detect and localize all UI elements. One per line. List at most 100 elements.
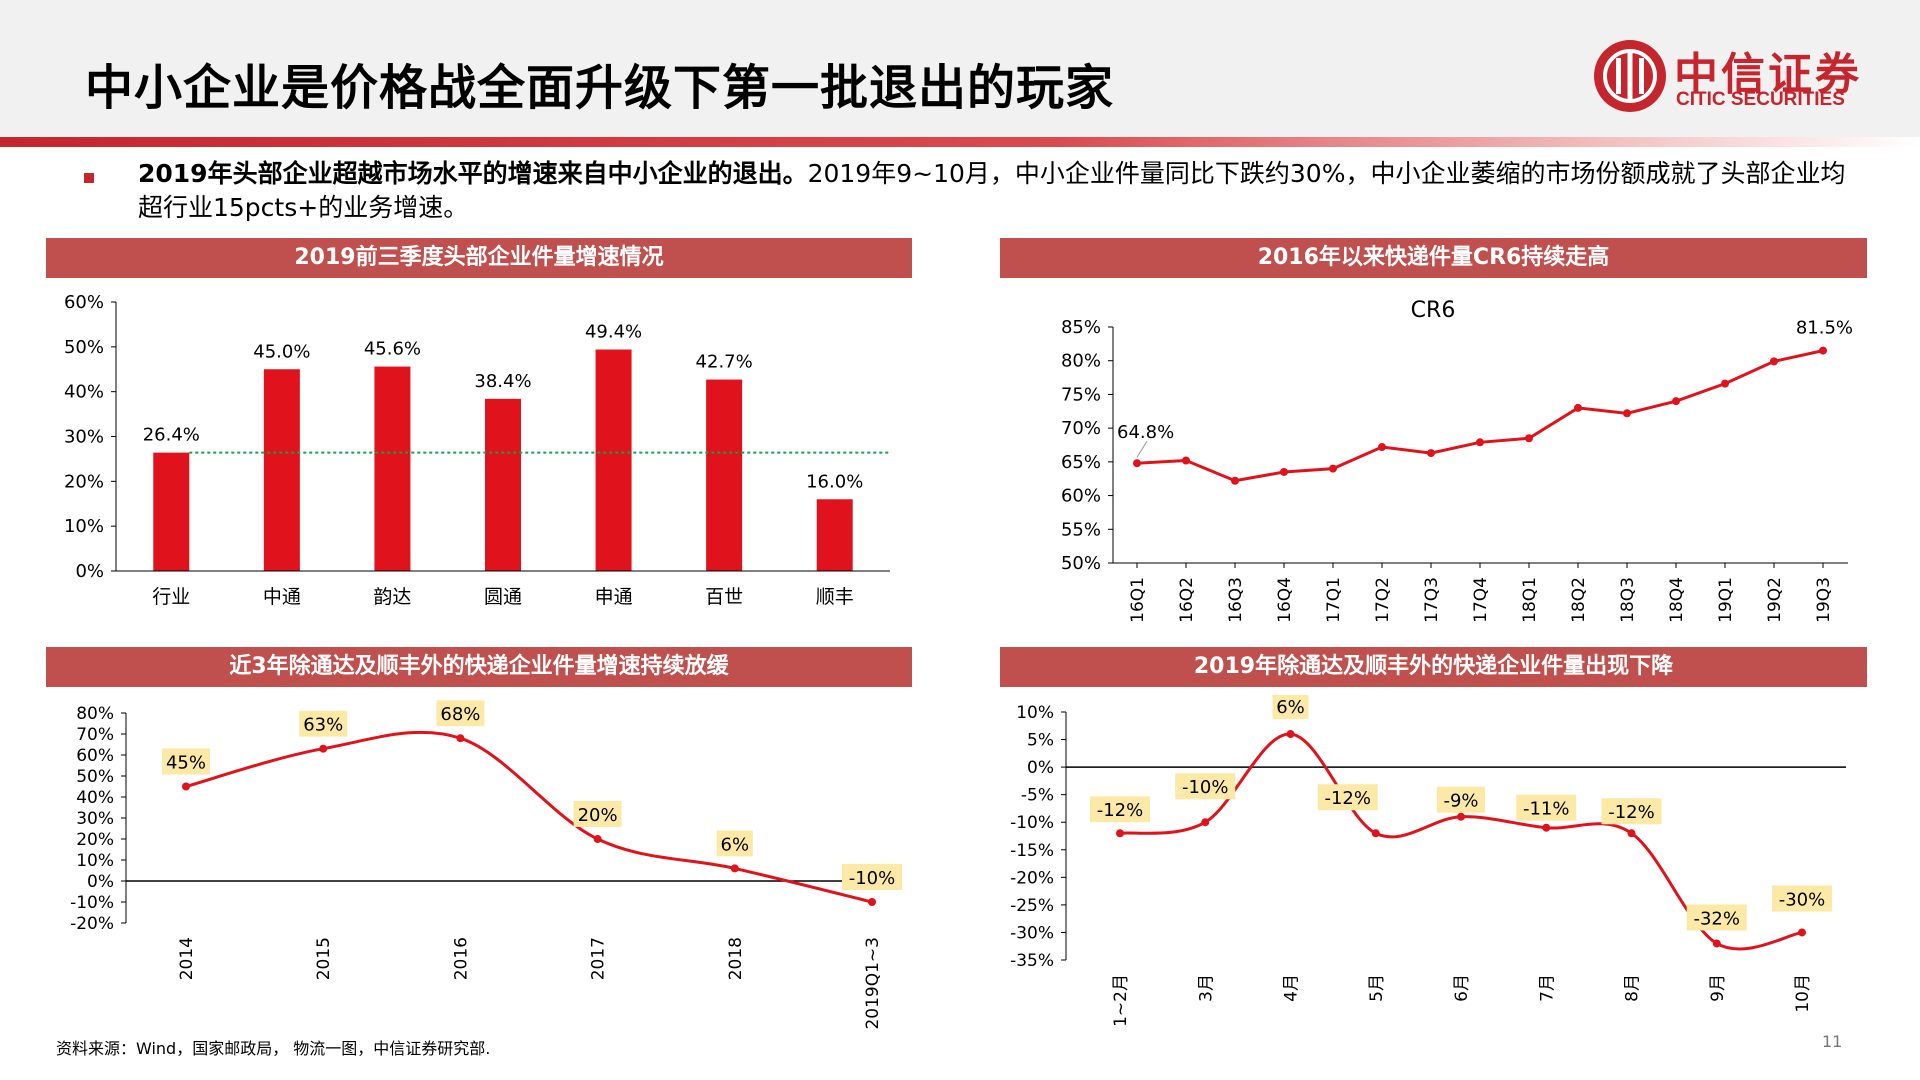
data-point [1231,476,1239,485]
x-tick-label: 9月 [1708,974,1728,1002]
data-point [1672,397,1680,406]
bar-2 [374,366,411,571]
y-tick-label: 60% [76,746,114,766]
bar-value-label: 38.4% [474,371,531,392]
x-tick-label: 16Q2 [1177,577,1197,623]
data-point [456,734,465,743]
data-point [1371,829,1380,838]
x-tick-label: 16Q4 [1275,577,1295,623]
panel-title-3: 近3年除通达及顺丰外的快递企业件量增速持续放缓 [46,647,912,687]
data-point [182,782,190,791]
data-point [1542,823,1551,832]
x-tick-label: 行业 [152,586,190,608]
y-tick-label: -30% [1010,923,1054,943]
y-tick-label: 70% [1061,418,1101,439]
y-tick-label: 70% [76,725,114,745]
data-label: 6% [1276,697,1305,718]
x-tick-label: 8月 [1623,974,1643,1002]
data-label-box [573,801,622,827]
y-tick-label: 65% [1061,452,1101,473]
x-tick-label: 圆通 [484,586,522,608]
x-tick-label: 2018 [726,937,746,980]
data-label-box [1601,798,1662,825]
data-point [319,744,328,753]
y-tick-label: 20% [64,471,104,492]
x-tick-label: 1~2月 [1111,974,1131,1027]
data-point [1329,464,1337,473]
bar-6 [816,499,853,571]
data-point [1201,818,1210,827]
bar-5 [706,379,743,571]
data-label: 20% [578,805,618,826]
x-tick-label: 4月 [1282,974,1302,1002]
x-tick-label: 18Q3 [1618,577,1638,623]
data-label: -30% [1779,889,1826,910]
x-tick-label: 16Q3 [1226,577,1246,623]
data-label: 68% [440,704,480,725]
y-tick-label: 10% [1016,703,1054,723]
annotation-label: 64.8% [1117,422,1174,443]
data-label-box [162,748,210,775]
data-point [1798,928,1806,937]
header-divider [0,137,1920,147]
x-tick-label: 3月 [1196,974,1216,1002]
bar-value-label: 42.7% [696,352,753,373]
data-point [1770,357,1778,366]
y-tick-label: 60% [1061,486,1101,507]
y-tick-label: 20% [76,830,114,850]
y-tick-label: 80% [1061,351,1101,372]
data-point [1721,379,1729,388]
page-title: 中小企业是价格战全面升级下第一批退出的玩家 [85,60,1115,116]
data-label-box [1686,904,1747,931]
citic-logo: 中信证券 CITIC SECURITIES [1592,36,1882,116]
x-tick-label: 17Q2 [1373,577,1393,623]
x-tick-label: 百世 [705,586,743,608]
data-label: 63% [303,715,343,736]
data-label: -10% [1182,777,1229,798]
data-label-box [1272,695,1309,720]
data-point [1819,346,1827,355]
y-tick-label: 40% [64,382,104,403]
x-tick-label: 2015 [314,937,334,980]
data-label: -12% [1097,800,1144,821]
citic-emblem-icon [1594,40,1666,112]
source-note: 资料来源：Wind，国家邮政局， 物流一图，中信证券研究部. [56,1039,491,1058]
x-tick-label: 6月 [1452,974,1472,1002]
data-label-box [842,864,902,890]
data-label-box [1437,786,1485,813]
x-tick-label: 19Q1 [1716,577,1736,623]
data-label-box [1772,885,1832,912]
x-tick-label: 顺丰 [816,586,854,608]
y-tick-label: 10% [64,516,104,537]
data-point [1476,438,1484,447]
y-tick-label: 0% [75,561,104,582]
data-label: -11% [1523,799,1570,820]
data-label-box [1090,796,1150,823]
y-tick-label: -20% [70,914,114,934]
data-label: 6% [721,834,750,855]
x-tick-label: 19Q2 [1765,577,1785,623]
data-label: -32% [1693,908,1740,929]
y-tick-label: 0% [87,872,114,892]
bar-0 [153,452,190,571]
data-label: -9% [1443,791,1478,812]
data-label-box [1317,784,1378,811]
bar-value-label: 45.0% [253,341,310,362]
y-tick-label: 30% [76,809,114,829]
x-tick-label: 18Q4 [1667,577,1687,623]
x-tick-label: 2019Q1~3 [863,937,883,1030]
x-tick-label: 中通 [263,586,301,608]
x-tick-label: 16Q1 [1128,577,1148,623]
y-tick-label: 55% [1061,519,1101,540]
y-tick-label: 85% [1061,317,1101,338]
x-tick-label: 2014 [177,937,197,980]
line-chart-small-firms-monthly: -35% -30% -25% -20% -15% -10% -5% 0% 5% 10% 1~2月 3月… [1010,695,1846,1027]
y-tick-label: 50% [1061,553,1101,574]
y-tick-label: -10% [70,893,114,913]
y-tick-label: 10% [76,851,114,871]
data-point [1525,434,1533,443]
data-label-box [1516,794,1577,821]
data-point [1116,829,1124,838]
summary-bullet: 2019年头部企业超越市场水平的增速来自中小企业的退出。2019年9~10月，中… [138,157,1858,225]
panel-title-4: 2019年除通达及顺丰外的快递企业件量出现下降 [1000,647,1867,687]
